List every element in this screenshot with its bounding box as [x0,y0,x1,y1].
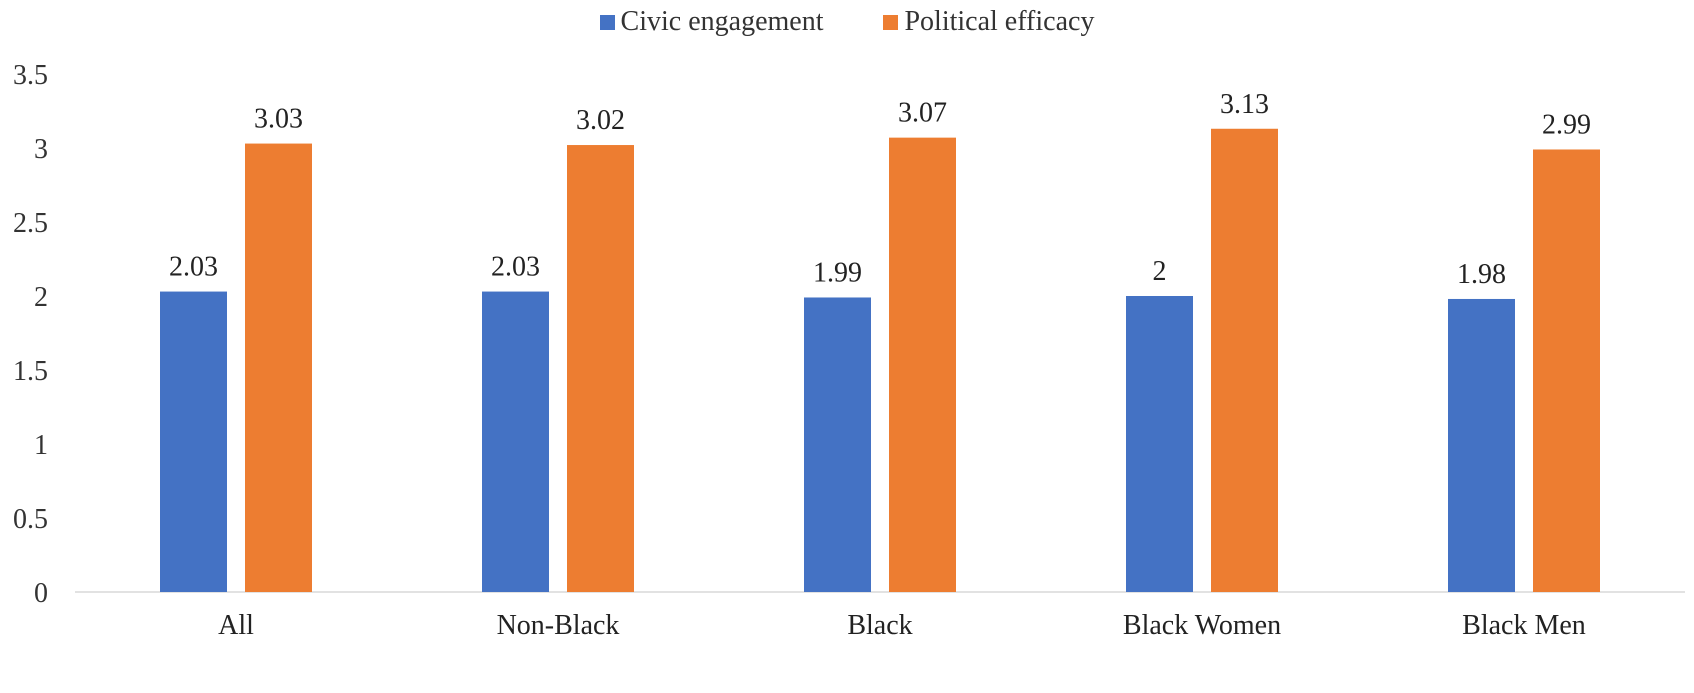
bar-civic-engagement [1126,296,1193,592]
y-tick-label: 2 [34,282,48,313]
y-tick-label: 2.5 [13,208,48,239]
legend-label-civic-engagement: Civic engagement [620,6,824,37]
data-label-political-efficacy: 3.13 [1220,89,1269,120]
x-category-label: Black Men [1462,610,1586,641]
data-label-political-efficacy: 3.03 [254,104,303,135]
data-label-civic-engagement: 2.03 [169,252,218,283]
data-label-political-efficacy: 3.02 [576,105,625,136]
legend-swatch-political-efficacy [883,14,899,30]
x-category-label: Non-Black [497,610,620,641]
data-label-civic-engagement: 2 [1153,256,1167,287]
y-tick-label: 1.5 [13,356,48,387]
legend: Civic engagement Political efficacy [0,2,1694,42]
bar-civic-engagement [804,297,871,592]
legend-swatch-civic-engagement [599,14,615,30]
data-label-political-efficacy: 2.99 [1542,109,1591,140]
y-tick-label: 3 [34,134,48,165]
bar-civic-engagement [482,291,549,592]
bar-political-efficacy [1533,149,1600,593]
data-label-civic-engagement: 1.99 [813,257,862,288]
data-label-civic-engagement: 2.03 [491,252,540,283]
legend-label-political-efficacy: Political efficacy [904,6,1095,37]
data-label-political-efficacy: 3.07 [898,98,947,129]
x-category-label: Black [847,610,912,641]
y-tick-label: 0 [34,578,48,609]
bar-political-efficacy [889,137,956,592]
y-tick-label: 3.5 [13,60,48,91]
bar-civic-engagement [160,291,227,592]
y-tick-label: 0.5 [13,504,48,535]
y-tick-label: 1 [34,430,48,461]
x-category-label: Black Women [1123,610,1281,641]
legend-item-civic-engagement: Civic engagement [599,6,824,38]
bar-political-efficacy [245,143,312,592]
data-label-civic-engagement: 1.98 [1457,259,1506,290]
bar-political-efficacy [567,145,634,593]
legend-item-political-efficacy: Political efficacy [883,6,1094,38]
x-category-label: All [218,610,254,641]
bar-political-efficacy [1211,128,1278,592]
bar-civic-engagement [1448,298,1515,592]
